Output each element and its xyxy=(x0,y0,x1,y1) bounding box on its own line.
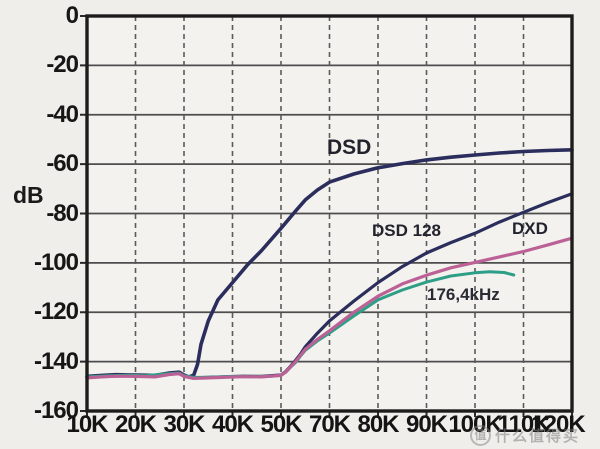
curve-dxd xyxy=(85,236,574,380)
curve-label-dsd: DSD xyxy=(327,136,372,159)
x-tick-label: 80K xyxy=(357,411,399,438)
curve-label-dsd128: DSD 128 xyxy=(372,221,441,240)
x-tick-label: 120K xyxy=(531,411,585,438)
x-tick-label: 90K xyxy=(405,411,448,438)
y-axis-unit-label: dB xyxy=(13,182,44,208)
y-tick-label: -120 xyxy=(33,298,79,326)
curve-label-176-4khz: 176,4kHz xyxy=(427,285,500,304)
x-tick-label: 50K xyxy=(260,411,302,438)
y-tick-label: -20 xyxy=(46,51,79,79)
x-tick-label: 10K xyxy=(66,411,108,438)
y-tick-label: 0 xyxy=(65,2,79,29)
x-tick-label: 100K xyxy=(448,411,502,438)
y-tick-label: -80 xyxy=(46,199,79,227)
x-tick-label: 110K xyxy=(497,411,550,438)
y-tick-label: -40 xyxy=(46,100,79,128)
x-tick-label: 70K xyxy=(308,411,351,438)
y-tick-label: -100 xyxy=(33,248,79,276)
y-tick-label: -160 xyxy=(33,397,79,424)
y-tick-label: -140 xyxy=(33,347,79,375)
x-tick-label: 20K xyxy=(114,411,157,438)
x-tick-label: 30K xyxy=(163,411,205,438)
x-tick-label: 40K xyxy=(211,411,254,438)
y-tick-label: -60 xyxy=(46,150,79,178)
curve-label-dxd: DXD xyxy=(512,219,548,238)
